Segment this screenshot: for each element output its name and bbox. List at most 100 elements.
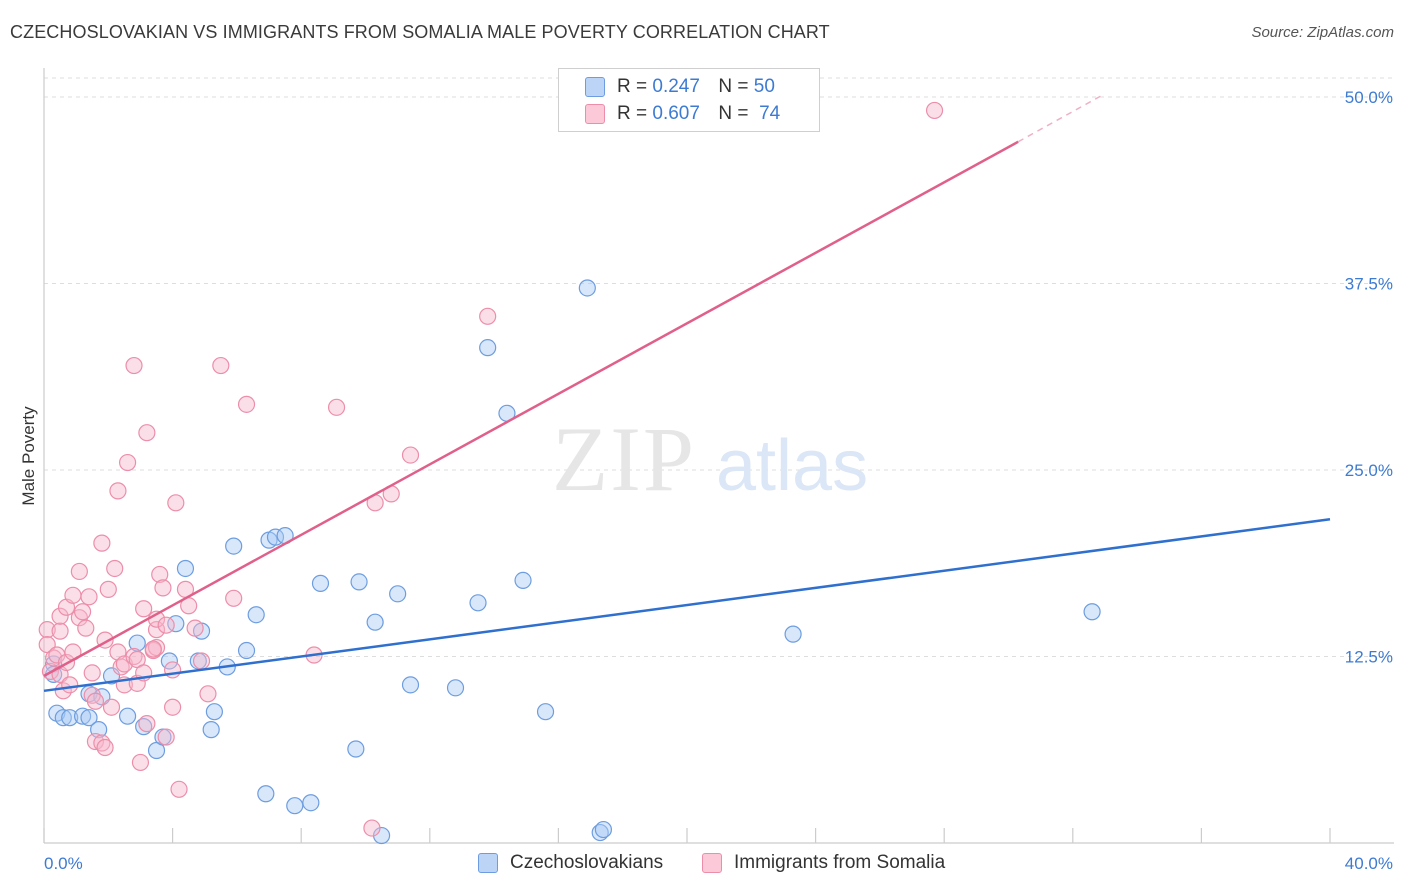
point-somalia [109,482,127,500]
point-czechoslovakians [366,613,384,631]
point-somalia [73,603,92,621]
point-somalia [192,652,211,670]
point-czechoslovakians [302,794,320,812]
legend-r-value: 0.247 [652,76,700,97]
point-czechoslovakians [594,820,613,839]
point-somalia [125,356,143,375]
y-tick-label: 25.0% [1345,461,1393,480]
point-czechoslovakians [350,573,368,591]
point-somalia [70,562,88,581]
point-somalia [167,494,185,512]
point-czechoslovakians [347,740,365,758]
point-czechoslovakians [286,797,304,815]
point-somalia [83,664,101,682]
legend-n-label: N = [718,103,749,124]
bottom-legend-swatch-pink [702,853,722,873]
legend-swatch-blue [585,77,605,97]
point-somalia [151,565,169,584]
point-somalia [225,589,243,607]
point-czechoslovakians [311,574,330,592]
trend-line-somalia [43,140,1019,677]
point-somalia [157,616,175,634]
point-somalia [164,698,182,716]
point-somalia [96,738,114,757]
point-somalia [64,586,82,604]
point-czechoslovakians [205,703,223,721]
watermark-zip: ZIP [552,408,696,510]
point-czechoslovakians [160,652,178,670]
point-somalia [131,753,150,772]
legend: R = 0.247 N = 50 R = 0.607 N = 74 [558,68,820,132]
point-somalia [125,647,143,666]
point-somalia [327,398,346,416]
point-czechoslovakians [118,707,137,725]
y-tick-label: 50.0% [1345,88,1393,107]
point-somalia [86,732,105,751]
point-czechoslovakians [536,703,555,721]
bottom-legend-swatch-blue [478,853,498,873]
bottom-legend-label: Immigrants from Somalia [734,852,946,873]
point-somalia [80,588,98,606]
y-axis-label: Male Poverty [19,406,38,506]
point-somalia [93,534,111,552]
point-somalia [401,446,420,464]
legend-n-label: N = [718,76,749,97]
axes [43,68,1394,844]
point-czechoslovakians [784,625,802,643]
watermark-atlas: atlas [716,426,868,506]
point-czechoslovakians [257,785,275,803]
point-somalia [925,101,944,120]
point-somalia [170,780,188,798]
legend-r-label: R = [617,76,648,97]
point-somalia [118,453,137,472]
y-tick-labels: 12.5% 25.0% 37.5% 50.0% [1345,88,1393,667]
point-czechoslovakians [446,679,465,697]
point-czechoslovakians [237,641,256,660]
watermark: ZIP atlas [552,408,868,510]
point-czechoslovakians [225,537,243,555]
point-czechoslovakians [54,709,72,727]
trend-lines [43,94,1331,693]
y-tick-label: 12.5% [1345,648,1393,667]
trend-line-somalia-extension [1017,94,1103,143]
point-somalia [38,621,56,639]
point-czechoslovakians [591,823,609,842]
legend-r-value: 0.607 [652,103,700,124]
bottom-legend-somalia: Immigrants from Somalia [702,851,945,875]
point-somalia [157,728,175,746]
point-czechoslovakians [578,279,596,297]
legend-row-somalia: R = 0.607 N = 74 [585,102,780,126]
legend-n-value: 74 [759,103,781,124]
point-somalia [154,579,172,597]
bottom-legend-label: Czechoslovakians [510,852,664,873]
point-somalia [138,424,156,442]
bottom-legend-czechoslovakians: Czechoslovakians [478,851,663,875]
point-somalia [138,715,156,733]
point-somalia [45,649,63,667]
point-czechoslovakians [469,594,487,612]
point-somalia [106,559,124,578]
point-czechoslovakians [514,571,532,590]
point-somalia [77,619,95,637]
legend-swatch-pink [585,104,605,124]
point-czechoslovakians [176,559,195,578]
chart-title: CZECHOSLOVAKIAN VS IMMIGRANTS FROM SOMAL… [10,22,830,42]
point-czechoslovakians [73,707,92,725]
point-czechoslovakians [80,709,98,727]
point-somalia [61,676,79,694]
point-czechoslovakians [202,721,220,739]
point-somalia [51,607,69,625]
grid-lines [44,77,1394,657]
point-somalia [112,658,130,676]
point-somalia [51,622,69,640]
legend-row-czechoslovakians: R = 0.247 N = 50 [585,75,775,99]
x-tick-marks [43,828,1331,843]
trend-line-czechoslovakians [43,517,1331,693]
point-somalia [237,395,256,413]
x-tick-label-min: 0.0% [44,854,83,873]
point-somalia [86,692,105,710]
point-czechoslovakians [135,718,153,736]
point-somalia [363,819,381,837]
source-label: Source: ZipAtlas.com [1251,24,1394,41]
